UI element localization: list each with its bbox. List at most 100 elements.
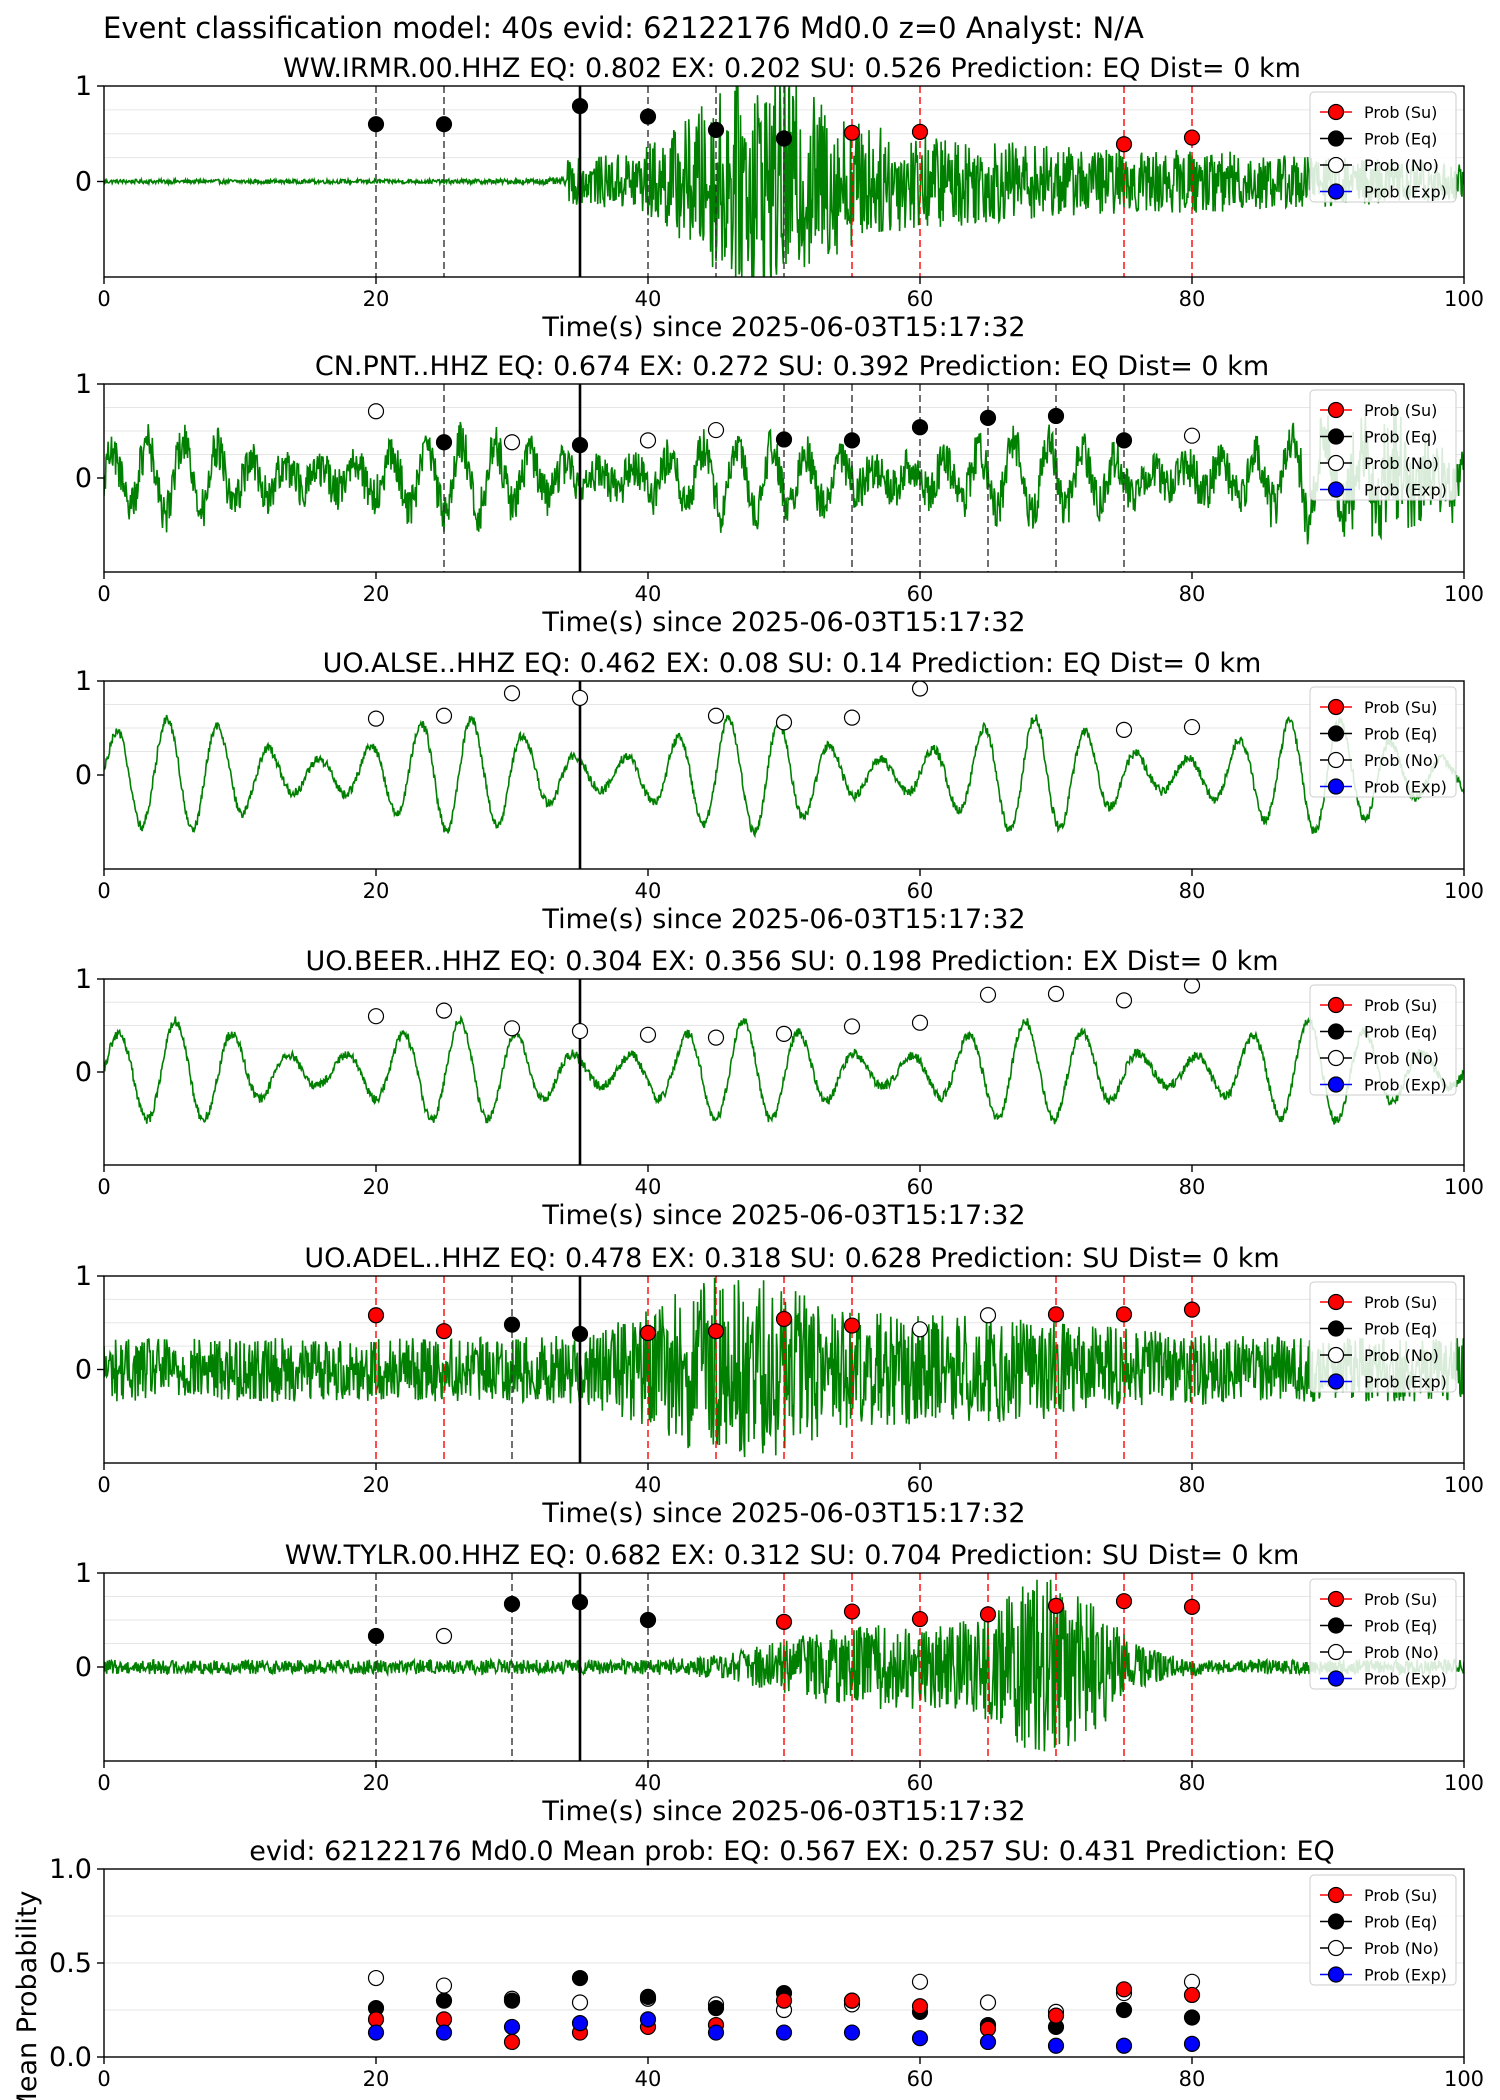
legend-label: Prob (Su) (1364, 1886, 1437, 1905)
mean-prob-su (1183, 1986, 1201, 2004)
legend-marker (1327, 428, 1345, 445)
y-tick-label: 1 (75, 71, 92, 102)
mean-prob-exp (775, 2024, 793, 2041)
marker-eq (435, 116, 453, 133)
x-tick-label: 100 (1444, 879, 1484, 903)
marker-su (1115, 136, 1133, 153)
panel-4: 0 20 40 60 80 100 0 1 UO.BEER..HHZ EQ: 0.304 EX:… (75, 946, 1484, 1231)
mean-prob-no (367, 1969, 385, 1987)
x-tick-label: 0 (97, 2067, 110, 2091)
panel-title: evid: 62122176 Md0.0 Mean prob: EQ: 0.56… (249, 1836, 1335, 1867)
legend-marker (1327, 156, 1345, 174)
marker-no (367, 1008, 385, 1025)
legend-label: Prob (No) (1364, 1346, 1439, 1365)
legend-marker (1327, 1966, 1345, 1983)
mean-prob-no (435, 1977, 453, 1994)
x-tick-label: 60 (907, 582, 934, 606)
legend-marker (1327, 454, 1345, 472)
mean-prob-eq (1183, 2009, 1201, 2026)
panel-5: 0 20 40 60 80 100 0 1 UO.ADEL..HHZ EQ: 0.478 EX:… (75, 1243, 1484, 1529)
legend-label: Prob (Exp) (1364, 1670, 1447, 1689)
marker-su (775, 1613, 793, 1630)
x-tick-label: 20 (363, 582, 390, 606)
marker-su (1047, 1597, 1065, 1615)
marker-su (1115, 1306, 1133, 1323)
marker-eq (639, 108, 657, 125)
mean-prob-exp (707, 2024, 725, 2041)
x-tick-label: 80 (1179, 1473, 1206, 1497)
marker-eq (367, 1627, 385, 1645)
mean-prob-exp (843, 2024, 861, 2041)
legend: Prob (Su) Prob (Eq) Prob (No) Prob (Exp) (1309, 389, 1457, 501)
marker-su (1047, 1306, 1065, 1323)
legend-label: Prob (Eq) (1364, 1320, 1437, 1339)
mean-prob-no (911, 1973, 929, 1990)
marker-su (843, 1317, 861, 1334)
legend-label: Prob (No) (1364, 1643, 1439, 1662)
plot-area (104, 1276, 1464, 1463)
waveform-trace (104, 1014, 1464, 1125)
legend-label: Prob (Eq) (1364, 1023, 1437, 1042)
legend-label: Prob (No) (1364, 454, 1439, 473)
panel-6: 0 20 40 60 80 100 0 1 WW.TYLR.00.HHZ EQ: 0.682 E… (75, 1540, 1484, 1827)
x-tick-label: 20 (363, 2067, 390, 2091)
plot-area (104, 86, 1464, 277)
x-tick-label: 0 (97, 1771, 110, 1795)
x-tick-label: 40 (635, 2067, 662, 2091)
y-tick-label: 1 (75, 369, 92, 400)
marker-no (367, 710, 385, 727)
legend-marker (1327, 1670, 1345, 1687)
marker-no (639, 432, 657, 449)
marker-su (1183, 1598, 1201, 1615)
legend-label: Prob (Su) (1364, 996, 1437, 1015)
legend: Prob (Su) Prob (Eq) Prob (No) Prob (Exp) (1309, 1578, 1457, 1690)
legend-label: Prob (Su) (1364, 103, 1437, 122)
y-tick-label: 1.0 (49, 1854, 92, 1885)
legend-label: Prob (Su) (1364, 1590, 1437, 1609)
legend-box (1309, 1281, 1457, 1393)
y-tick-label: 0 (75, 1652, 92, 1683)
marker-su (1183, 1301, 1201, 1318)
y-tick-label: 1 (75, 666, 92, 697)
x-axis-label: Time(s) since 2025-06-03T15:17:32 (541, 1498, 1025, 1529)
figure-title: Event classification model: 40s evid: 62… (103, 11, 1144, 45)
y-tick-label: 0 (75, 463, 92, 494)
marker-no (1115, 721, 1133, 738)
legend: Prob (Su) Prob (Eq) Prob (No) Prob (Exp) (1309, 984, 1457, 1096)
legend-marker (1327, 751, 1345, 769)
x-tick-label: 80 (1179, 582, 1206, 606)
legend-marker (1327, 1076, 1345, 1093)
marker-no (571, 1022, 589, 1040)
plot-area (367, 1969, 1201, 2054)
legend-marker (1327, 183, 1345, 200)
y-tick-label: 0 (75, 1057, 92, 1088)
marker-no (367, 403, 385, 420)
marker-su (979, 1606, 997, 1623)
legend-label: Prob (Exp) (1364, 183, 1447, 202)
x-axis-label: Time(s) since 2025-06-03T15:17:32 (541, 1796, 1025, 1827)
legend: Prob (Su) Prob (Eq) Prob (No) Prob (Exp) (1309, 91, 1457, 203)
marker-su (911, 1610, 929, 1628)
legend-label: Prob (No) (1364, 1939, 1439, 1958)
legend-marker (1327, 1590, 1345, 1608)
x-tick-label: 100 (1444, 1175, 1484, 1199)
legend-marker (1327, 1023, 1345, 1040)
marker-eq (503, 1595, 521, 1613)
marker-no (843, 709, 861, 726)
legend-box (1309, 91, 1457, 203)
legend-marker (1327, 778, 1345, 795)
marker-no (979, 986, 997, 1003)
marker-no (707, 1029, 725, 1046)
x-tick-label: 20 (363, 1473, 390, 1497)
x-tick-label: 100 (1444, 1771, 1484, 1795)
legend-box (1309, 1874, 1457, 1986)
y-tick-label: 1 (75, 1558, 92, 1589)
mean-prob-exp (1115, 2037, 1133, 2054)
x-tick-label: 20 (363, 287, 390, 311)
mean-prob-exp (639, 2011, 657, 2028)
legend-label: Prob (Su) (1364, 401, 1437, 420)
legend-marker (1327, 1373, 1345, 1390)
mean-prob-exp (1183, 2035, 1201, 2052)
legend-label: Prob (No) (1364, 1049, 1439, 1068)
legend-marker (1327, 996, 1345, 1014)
